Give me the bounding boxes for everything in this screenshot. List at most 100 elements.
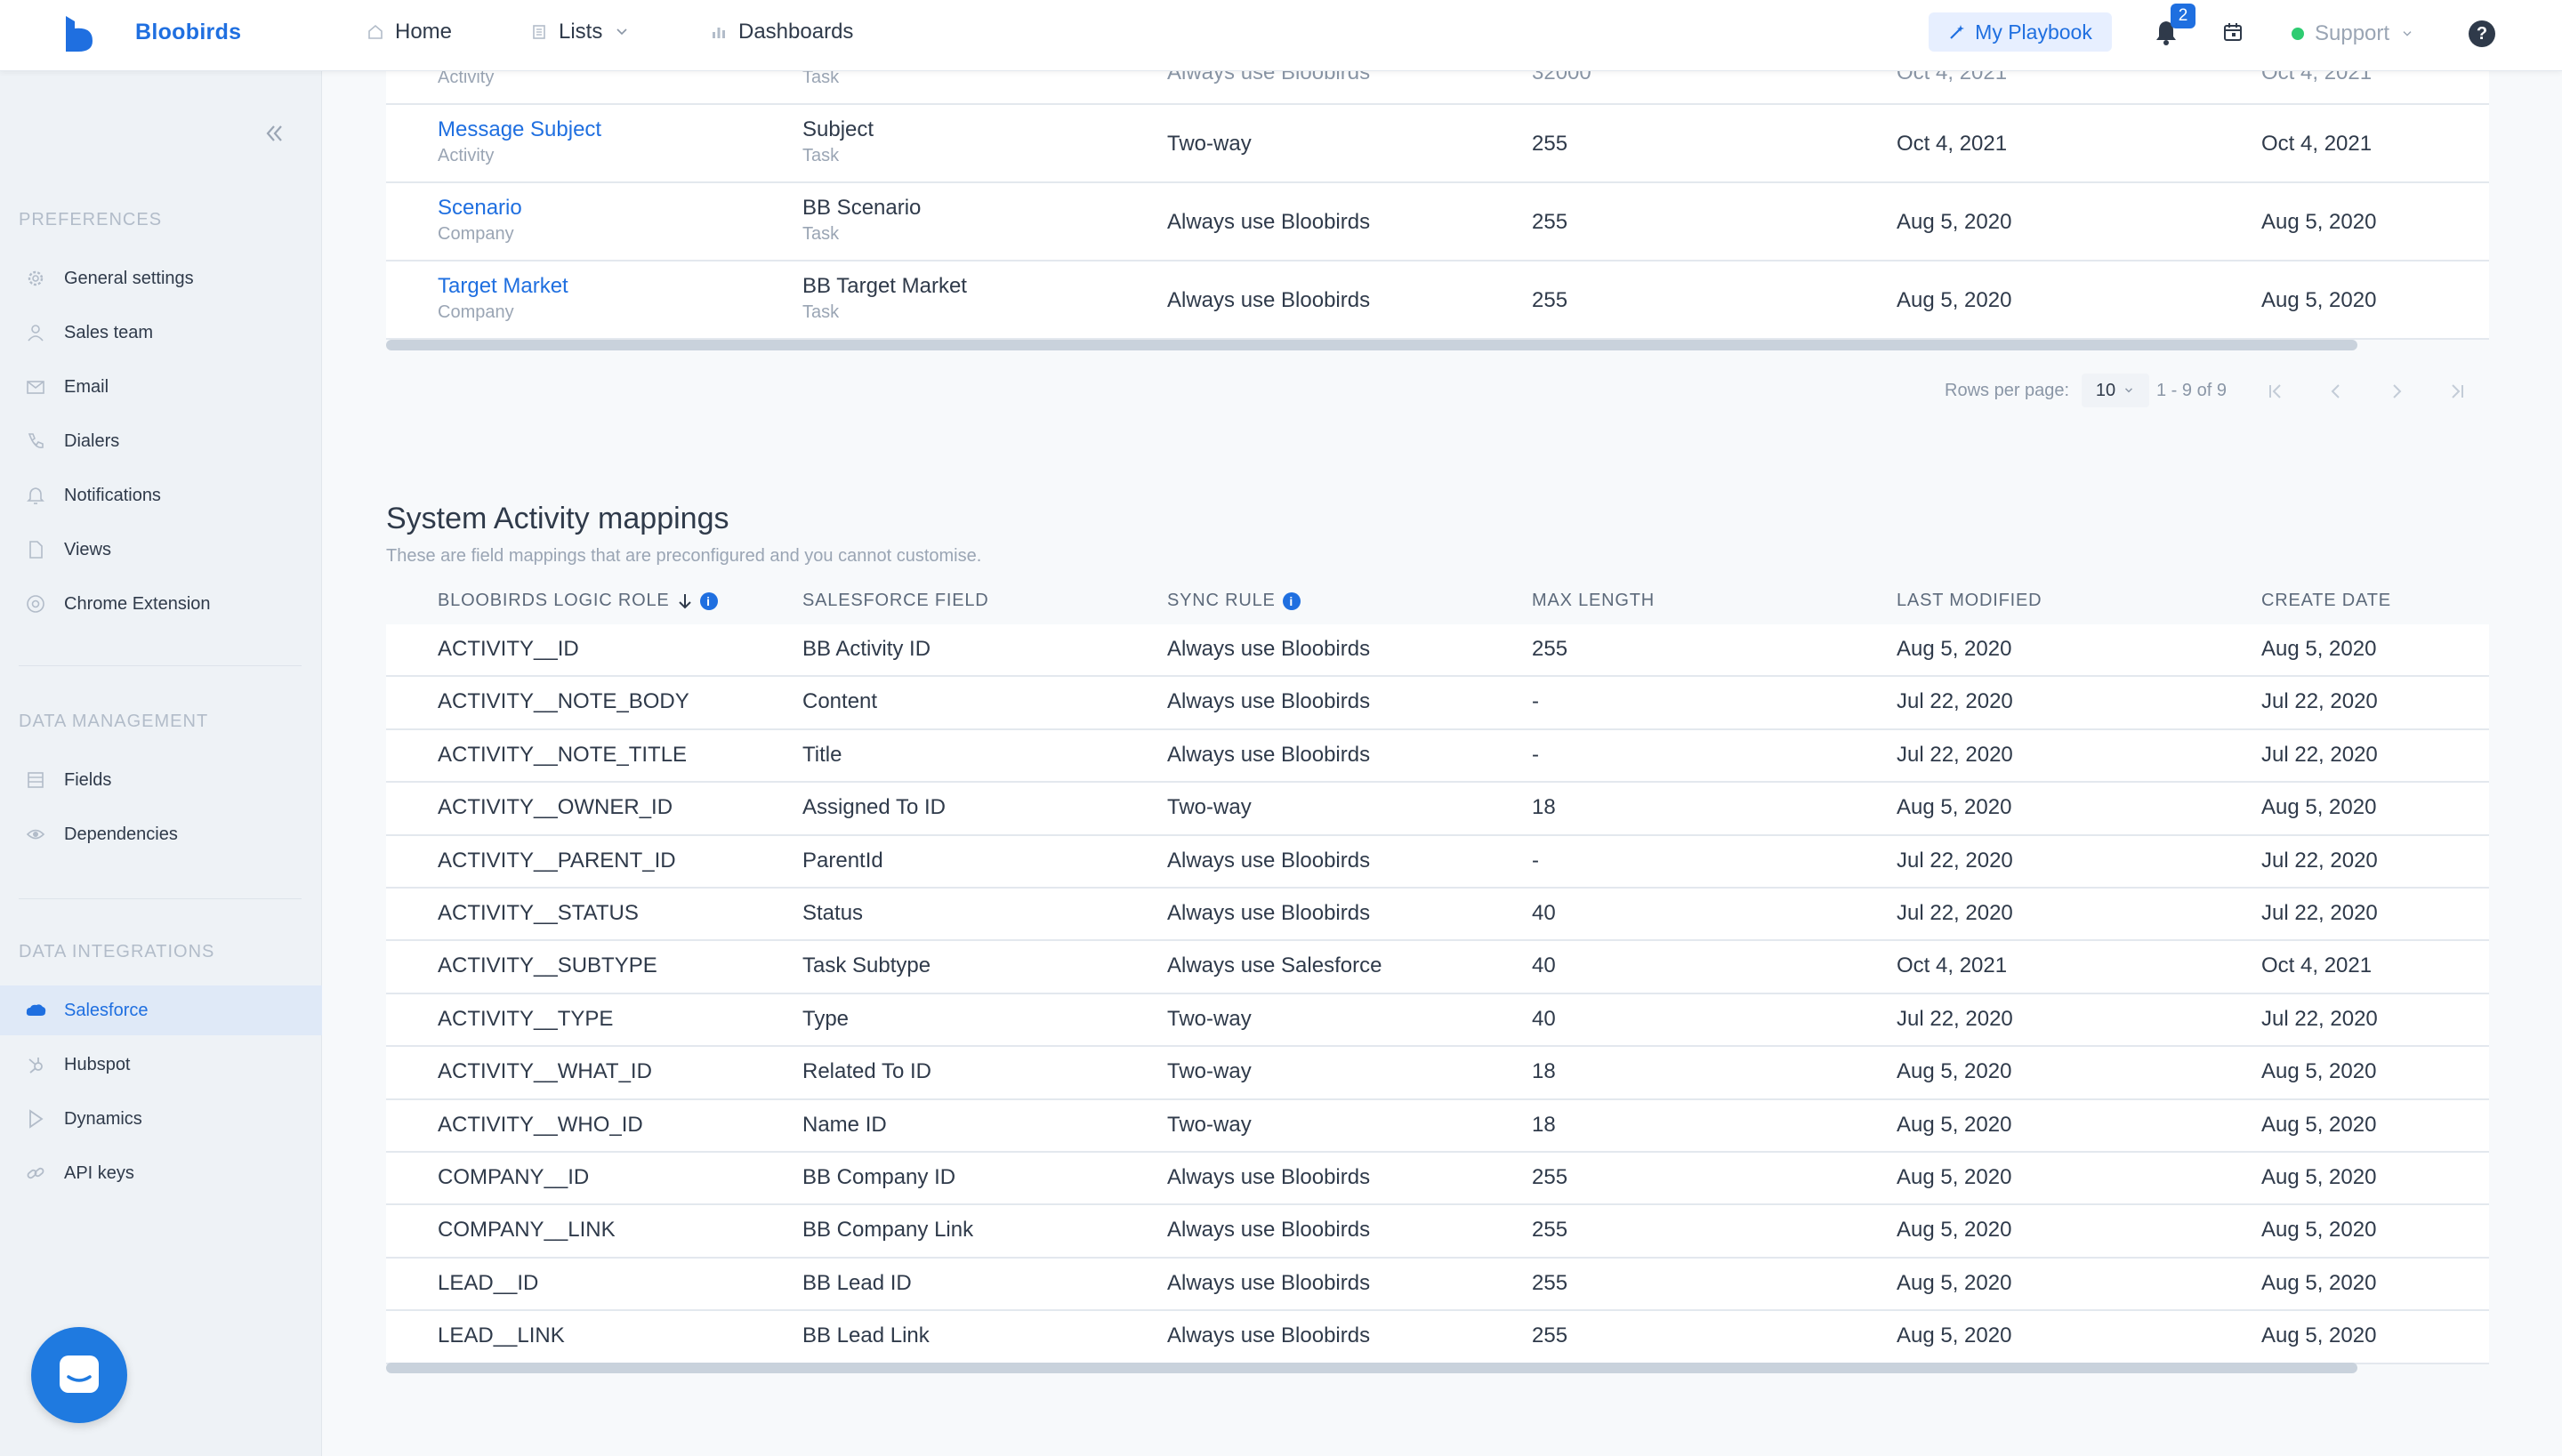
last-page-icon[interactable]: [2446, 381, 2468, 402]
brand-name[interactable]: Bloobirds: [135, 20, 242, 44]
horizontal-scrollbar[interactable]: [386, 340, 2357, 350]
help-icon[interactable]: ?: [2469, 20, 2495, 47]
sort-descending-icon[interactable]: [677, 592, 693, 610]
salesforce-icon: [25, 1000, 46, 1021]
table-row[interactable]: LEAD__LINK BB Lead Link Always use Bloobir…: [386, 1311, 2489, 1364]
table-row[interactable]: ACTIVITY__SUBTYPE Task Subtype Always use …: [386, 941, 2489, 994]
role-link[interactable]: Message Subject: [438, 117, 602, 141]
previous-page-icon[interactable]: [2325, 381, 2347, 402]
info-icon[interactable]: i: [1282, 591, 1301, 610]
cell-max-length: 255: [1532, 1270, 1568, 1295]
sidebar-item-general-settings[interactable]: General settings: [0, 253, 322, 303]
cell-last-modified: Aug 5, 2020: [1897, 795, 2012, 820]
chat-launcher-button[interactable]: [31, 1327, 127, 1423]
table-row[interactable]: ACTIVITY__ID BB Activity ID Always use Blo…: [386, 624, 2489, 678]
sidebar-item-label: General settings: [64, 268, 194, 288]
sidebar-item-hubspot[interactable]: Hubspot: [0, 1040, 322, 1090]
role-link[interactable]: Target Market: [438, 274, 568, 298]
collapse-sidebar-icon[interactable]: [262, 121, 286, 146]
settings-sidebar: PREFERENCES General settings Sales team …: [0, 71, 322, 1456]
sidebar-item-views[interactable]: Views: [0, 525, 322, 575]
field-object-label: Task: [802, 302, 840, 322]
table-row[interactable]: ACTIVITY__PARENT_ID ParentId Always use Bl…: [386, 836, 2489, 889]
column-header-sync-rule: SYNC RULE i: [1167, 591, 1301, 611]
table-row[interactable]: ACTIVITY__STATUS Status Always use Bloobir…: [386, 889, 2489, 942]
horizontal-scrollbar[interactable]: [386, 1363, 2357, 1373]
cell-logic-role: LEAD__ID: [438, 1270, 539, 1295]
table-row[interactable]: ACTIVITY__TYPE Type Two-way 40 Jul 22, 2020 J…: [386, 994, 2489, 1048]
nav-home[interactable]: Home: [367, 20, 452, 44]
rows-per-page-select[interactable]: 10: [2082, 374, 2149, 407]
role-link[interactable]: Scenario: [438, 196, 522, 220]
nav-lists[interactable]: Lists: [530, 20, 631, 44]
sidebar-item-label: Salesforce: [64, 1000, 149, 1020]
table-row[interactable]: Message Subject Activity Subject Task Two-…: [386, 105, 2489, 183]
cell-role[interactable]: Scenario Company: [438, 196, 522, 245]
cell-role[interactable]: Message Subject Activity: [438, 117, 601, 166]
table-row[interactable]: Activity Task Always use Bloobirds 32000…: [386, 60, 2489, 105]
cell-role[interactable]: Target Market Company: [438, 274, 568, 323]
cell-sync-rule: Two-way: [1167, 795, 1252, 820]
table-row[interactable]: ACTIVITY__NOTE_BODY Content Always use Blo…: [386, 677, 2489, 730]
cell-logic-role: ACTIVITY__STATUS: [438, 901, 639, 925]
cell-max-length: 40: [1532, 901, 1556, 925]
column-header-label: SYNC RULE: [1167, 591, 1276, 610]
sidebar-item-api-keys[interactable]: API keys: [0, 1148, 322, 1198]
sidebar-item-dynamics[interactable]: Dynamics: [0, 1094, 322, 1144]
sidebar-item-chrome-extension[interactable]: Chrome Extension: [0, 579, 322, 629]
table-row[interactable]: Target Market Company BB Target Market Tas…: [386, 261, 2489, 340]
first-page-icon[interactable]: [2265, 381, 2286, 402]
main-content: Activity Task Always use Bloobirds 32000…: [322, 60, 2562, 1456]
sidebar-item-email[interactable]: Email: [0, 362, 322, 412]
sidebar-item-sales-team[interactable]: Sales team: [0, 308, 322, 358]
cell-salesforce-field: BB Lead Link: [802, 1323, 930, 1348]
cell-create-date: Jul 22, 2020: [2261, 1006, 2378, 1031]
cell-create-date: Oct 4, 2021: [2261, 953, 2373, 978]
info-icon[interactable]: i: [699, 591, 718, 610]
table-row[interactable]: ACTIVITY__NOTE_TITLE Title Always use Bloo…: [386, 730, 2489, 784]
field-object-label: Task: [802, 146, 840, 165]
table-row[interactable]: ACTIVITY__WHO_ID Name ID Two-way 18 Aug 5, 2…: [386, 1100, 2489, 1153]
table-row[interactable]: Scenario Company BB Scenario Task Always u…: [386, 183, 2489, 261]
cell-salesforce-field: BB Company Link: [802, 1218, 974, 1243]
cell-logic-role: COMPANY__ID: [438, 1165, 590, 1189]
cell-max-length: 255: [1532, 1323, 1568, 1348]
sidebar-item-fields[interactable]: Fields: [0, 755, 322, 805]
cell-create-date: Aug 5, 2020: [2261, 1059, 2377, 1084]
cell-logic-role: ACTIVITY__ID: [438, 637, 579, 661]
cell-created: Aug 5, 2020: [2261, 288, 2377, 312]
table-row[interactable]: COMPANY__ID BB Company ID Always use Bloob…: [386, 1153, 2489, 1206]
cell-last-modified: Aug 5, 2020: [1897, 1270, 2012, 1295]
data-integrations-section-title: DATA INTEGRATIONS: [19, 942, 215, 961]
data-management-section-title: DATA MANAGEMENT: [19, 712, 209, 731]
bloobirds-logo-icon[interactable]: [62, 14, 96, 53]
table-row[interactable]: COMPANY__LINK BB Company Link Always use B…: [386, 1205, 2489, 1259]
sidebar-item-notifications[interactable]: Notifications: [0, 471, 322, 520]
calendar-icon[interactable]: [2222, 21, 2244, 43]
cell-create-date: Aug 5, 2020: [2261, 1218, 2377, 1243]
nav-dashboards-label: Dashboards: [738, 20, 854, 44]
sidebar-item-dependencies[interactable]: Dependencies: [0, 809, 322, 859]
table-row[interactable]: LEAD__ID BB Lead ID Always use Bloobirds 25…: [386, 1259, 2489, 1312]
sidebar-item-dialers[interactable]: Dialers: [0, 416, 322, 466]
cell-sync-rule: Always use Bloobirds: [1167, 901, 1371, 925]
support-dropdown[interactable]: Support: [2292, 21, 2414, 46]
chat-icon: [60, 1355, 99, 1393]
sidebar-item-salesforce[interactable]: Salesforce: [0, 985, 322, 1035]
cell-sync-rule: Always use Bloobirds: [1167, 1323, 1371, 1348]
table-row[interactable]: ACTIVITY__OWNER_ID Assigned To ID Two-way 1…: [386, 783, 2489, 836]
field-label: Subject: [802, 117, 874, 141]
phone-icon: [25, 430, 46, 452]
column-header-logic-role[interactable]: BLOOBIRDS LOGIC ROLE i: [438, 591, 718, 611]
table-row[interactable]: ACTIVITY__WHAT_ID Related To ID Two-way 18 A…: [386, 1047, 2489, 1100]
cell-modified: Aug 5, 2020: [1897, 288, 2012, 312]
sidebar-item-label: Dialers: [64, 430, 120, 451]
nav-dashboards[interactable]: Dashboards: [710, 20, 853, 44]
field-label: BB Target Market: [802, 274, 967, 298]
cell-last-modified: Jul 22, 2020: [1897, 1006, 2013, 1031]
column-header-label: SALESFORCE FIELD: [802, 591, 989, 610]
gear-icon: [25, 268, 46, 289]
next-page-icon[interactable]: [2386, 381, 2407, 402]
cell-logic-role: ACTIVITY__PARENT_ID: [438, 848, 676, 873]
my-playbook-button[interactable]: My Playbook: [1929, 12, 2112, 52]
